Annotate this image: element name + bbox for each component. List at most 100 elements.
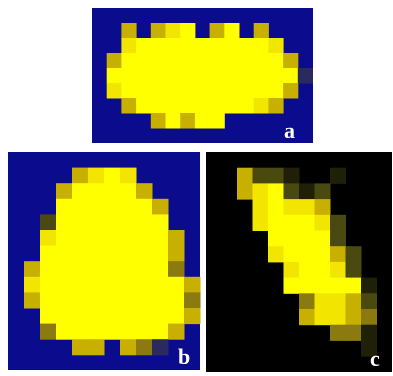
pixel bbox=[346, 309, 362, 325]
pixel bbox=[151, 53, 166, 69]
panel-b bbox=[8, 152, 201, 370]
pixel bbox=[180, 98, 195, 114]
pixel bbox=[136, 68, 151, 84]
pixel bbox=[136, 53, 151, 69]
pixel bbox=[166, 113, 181, 129]
pixel bbox=[180, 68, 195, 84]
pixel bbox=[253, 168, 269, 184]
pixel bbox=[268, 98, 283, 114]
pixel bbox=[168, 277, 185, 293]
pixel bbox=[120, 230, 137, 246]
pixel bbox=[120, 324, 137, 340]
pixel bbox=[299, 309, 315, 325]
pixel bbox=[104, 199, 121, 215]
pixel bbox=[224, 38, 239, 54]
panel-label: b bbox=[178, 344, 190, 369]
pixel bbox=[152, 230, 169, 246]
page: a b c (() => { const data = JSON.parse(d… bbox=[0, 0, 393, 376]
pixel bbox=[88, 339, 105, 355]
pixel bbox=[239, 68, 254, 84]
pixel bbox=[104, 230, 121, 246]
pixel bbox=[166, 53, 181, 69]
pixel bbox=[284, 183, 300, 199]
pixel bbox=[152, 199, 169, 215]
pixel bbox=[88, 199, 105, 215]
pixel bbox=[195, 68, 210, 84]
pixel bbox=[151, 98, 166, 114]
pixel bbox=[40, 261, 57, 277]
pixel bbox=[224, 68, 239, 84]
pixel bbox=[151, 83, 166, 99]
pixel bbox=[299, 183, 315, 199]
pixel bbox=[120, 339, 137, 355]
pixel bbox=[184, 308, 201, 324]
pixel bbox=[120, 246, 137, 262]
pixel bbox=[253, 183, 269, 199]
pixel bbox=[72, 199, 89, 215]
pixel bbox=[88, 277, 105, 293]
pixel bbox=[210, 23, 225, 39]
pixel bbox=[254, 98, 269, 114]
pixel bbox=[107, 53, 122, 69]
pixel bbox=[195, 98, 210, 114]
pixel bbox=[315, 309, 331, 325]
pixel bbox=[88, 261, 105, 277]
pixel bbox=[180, 113, 195, 129]
panel-label: c bbox=[370, 346, 380, 371]
pixel bbox=[283, 68, 298, 84]
pixel bbox=[315, 278, 331, 294]
pixel bbox=[56, 183, 73, 199]
pixel bbox=[88, 214, 105, 230]
pixel bbox=[136, 83, 151, 99]
pixel bbox=[184, 277, 201, 293]
pixel bbox=[40, 214, 57, 230]
pixel bbox=[72, 292, 89, 308]
pixel bbox=[121, 38, 136, 54]
pixel bbox=[120, 214, 137, 230]
pixel bbox=[239, 83, 254, 99]
pixel bbox=[195, 83, 210, 99]
pixel bbox=[210, 38, 225, 54]
pixel bbox=[136, 277, 153, 293]
pixel bbox=[195, 53, 210, 69]
pixel bbox=[151, 113, 166, 129]
pixel bbox=[330, 246, 346, 262]
pixel bbox=[299, 246, 315, 262]
pixel bbox=[268, 68, 283, 84]
pixel bbox=[136, 183, 153, 199]
pixel bbox=[195, 38, 210, 54]
pixel bbox=[151, 38, 166, 54]
pixel bbox=[315, 183, 331, 199]
pixel bbox=[121, 98, 136, 114]
pixel bbox=[254, 23, 269, 39]
pixel bbox=[152, 261, 169, 277]
pixel bbox=[315, 246, 331, 262]
pixel bbox=[107, 68, 122, 84]
pixel bbox=[166, 68, 181, 84]
pixel bbox=[168, 324, 185, 340]
pixel bbox=[166, 23, 181, 39]
pixel bbox=[121, 53, 136, 69]
panel-label: a bbox=[284, 118, 295, 143]
pixel bbox=[168, 230, 185, 246]
pixel bbox=[56, 324, 73, 340]
pixel bbox=[136, 38, 151, 54]
pixel bbox=[88, 230, 105, 246]
pixel bbox=[180, 38, 195, 54]
pixel bbox=[136, 214, 153, 230]
pixel bbox=[56, 214, 73, 230]
pixel bbox=[254, 83, 269, 99]
pixel bbox=[283, 53, 298, 69]
pixel bbox=[224, 83, 239, 99]
pixel bbox=[120, 277, 137, 293]
pixel bbox=[253, 215, 269, 231]
pixel bbox=[168, 308, 185, 324]
pixel bbox=[152, 246, 169, 262]
pixel bbox=[56, 261, 73, 277]
pixel bbox=[254, 68, 269, 84]
pixel bbox=[239, 53, 254, 69]
pixel bbox=[120, 183, 137, 199]
pixel bbox=[88, 292, 105, 308]
pixel bbox=[168, 292, 185, 308]
pixel bbox=[56, 246, 73, 262]
